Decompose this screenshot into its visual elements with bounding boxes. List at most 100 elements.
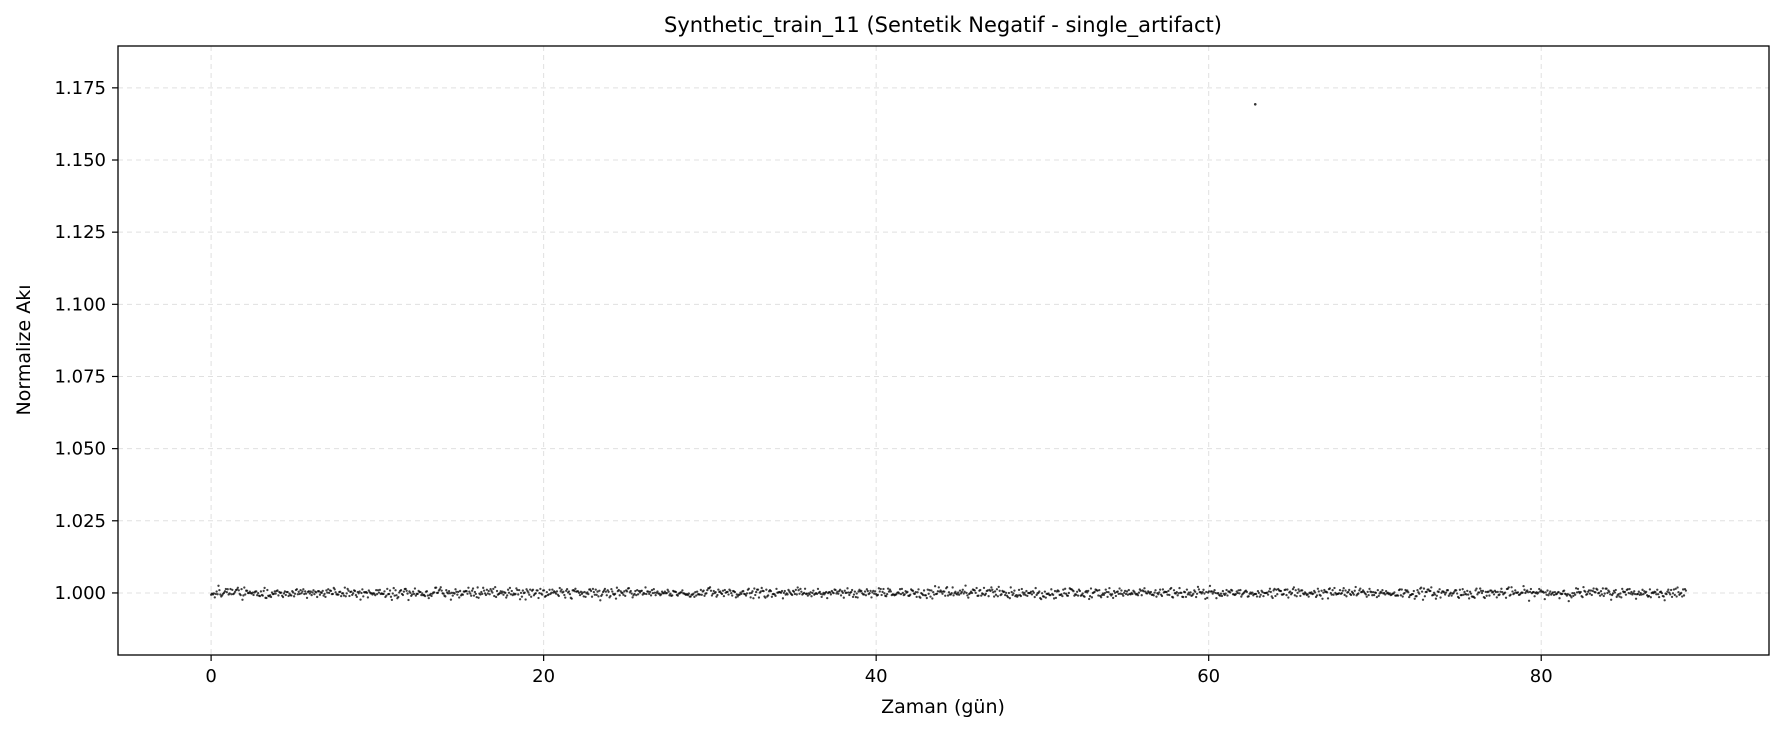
data-point <box>1544 591 1547 594</box>
data-point <box>1498 593 1501 596</box>
data-point <box>1063 592 1066 595</box>
data-point <box>1158 591 1161 594</box>
x-tick-label: 20 <box>532 666 555 687</box>
data-point <box>610 588 613 591</box>
data-point <box>735 593 738 596</box>
data-point <box>505 596 508 599</box>
data-point <box>940 590 943 593</box>
data-point <box>404 587 407 591</box>
data-point <box>1137 591 1141 594</box>
data-point <box>311 591 314 594</box>
data-point <box>340 594 343 598</box>
data-point <box>1321 597 1324 600</box>
data-point <box>1666 590 1669 593</box>
data-point <box>1396 594 1400 597</box>
data-point <box>310 593 313 597</box>
data-point <box>484 593 488 597</box>
y-tick-label: 1.125 <box>54 222 106 243</box>
data-point <box>1467 593 1470 596</box>
data-point <box>1469 592 1473 595</box>
data-point <box>913 592 916 596</box>
data-point <box>374 594 377 597</box>
data-point <box>1189 591 1192 594</box>
data-point <box>426 594 429 597</box>
y-axis-label: Normalize Akı <box>13 284 35 415</box>
data-point <box>1421 598 1425 601</box>
data-point <box>353 589 357 593</box>
data-point <box>837 592 840 595</box>
data-point <box>1257 591 1260 594</box>
data-point <box>744 594 748 597</box>
data-point <box>554 592 558 595</box>
data-point <box>491 591 494 594</box>
data-point <box>640 589 643 592</box>
data-point <box>795 593 798 596</box>
data-point <box>1435 594 1438 597</box>
data-point <box>1566 592 1569 596</box>
data-point <box>706 588 709 592</box>
data-point <box>542 589 546 592</box>
data-point <box>213 596 216 599</box>
data-point <box>991 588 994 591</box>
data-point <box>1632 592 1635 595</box>
data-point <box>383 590 386 593</box>
data-point <box>1443 591 1446 594</box>
data-point <box>315 591 318 594</box>
data-point <box>1637 590 1640 593</box>
data-point <box>506 588 510 591</box>
data-point <box>800 590 803 593</box>
data-point <box>1645 590 1648 594</box>
data-point <box>1671 592 1675 595</box>
data-point <box>843 589 846 592</box>
data-point <box>987 595 990 598</box>
data-point <box>1230 589 1234 592</box>
data-point <box>982 586 986 590</box>
data-point <box>1089 587 1093 590</box>
data-point <box>1012 592 1015 595</box>
data-point <box>351 592 355 595</box>
data-point <box>780 589 784 593</box>
data-point <box>1463 590 1466 594</box>
data-point <box>531 588 535 591</box>
data-point <box>1254 592 1258 596</box>
data-point <box>1267 590 1271 593</box>
data-point <box>1286 588 1289 591</box>
data-point <box>1287 596 1290 599</box>
data-point <box>536 589 539 592</box>
data-point <box>448 592 452 595</box>
data-point <box>1444 593 1447 596</box>
grid <box>118 46 1769 655</box>
data-point <box>769 589 773 593</box>
data-point <box>1551 591 1555 594</box>
data-point <box>509 593 513 596</box>
data-point <box>597 595 600 598</box>
data-point <box>465 590 468 593</box>
data-point <box>252 593 255 597</box>
data-point <box>449 598 453 601</box>
data-point <box>447 590 451 593</box>
data-point <box>402 590 406 593</box>
data-point <box>631 596 634 599</box>
data-point <box>342 594 346 597</box>
data-point <box>826 596 829 600</box>
data-point <box>1582 585 1585 589</box>
data-point <box>1634 597 1638 600</box>
data-point <box>493 594 496 598</box>
data-point <box>255 590 258 593</box>
data-point <box>1416 589 1419 592</box>
data-point <box>550 591 553 594</box>
data-point <box>486 592 489 595</box>
data-point <box>1153 591 1156 594</box>
data-point <box>1370 590 1373 594</box>
data-point <box>358 590 361 593</box>
data-point <box>1636 592 1640 595</box>
data-point <box>966 594 969 597</box>
data-point <box>1240 595 1243 598</box>
data-point <box>694 590 697 594</box>
data-point <box>244 593 247 596</box>
data-point <box>1621 587 1624 590</box>
data-point <box>855 592 858 595</box>
data-point <box>1049 593 1052 597</box>
data-point <box>1111 593 1114 596</box>
data-point <box>1054 596 1058 600</box>
